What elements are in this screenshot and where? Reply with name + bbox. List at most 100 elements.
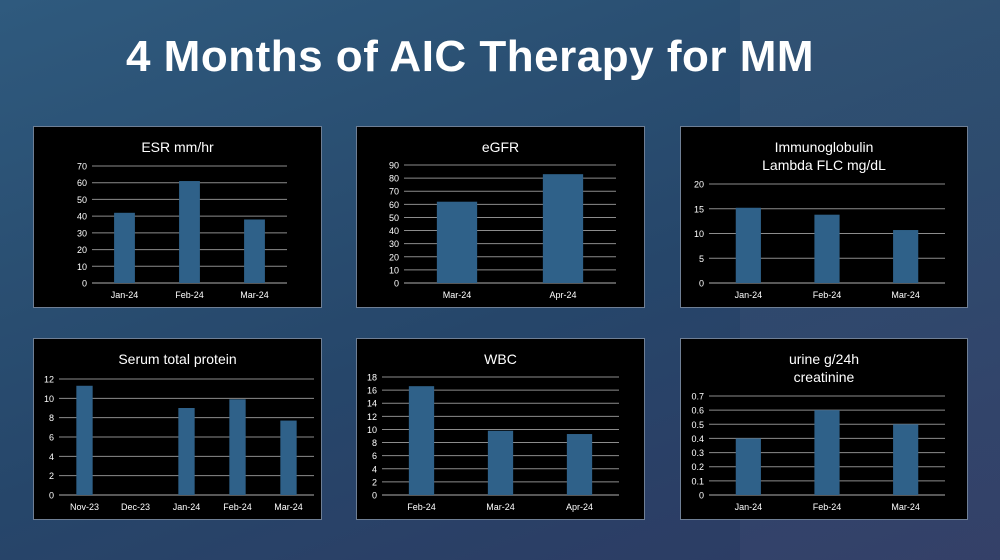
chart-urine: urine g/24h creatinine 0 0.1 0.2 0.3 0.4 0.5 0… <box>680 338 968 520</box>
y-tick-label: 60 <box>77 178 87 188</box>
x-tick-label: Feb-24 <box>813 290 842 300</box>
chart-egfr: eGFR 0 10 20 30 40 50 60 70 80 90 Mar-24 Apr-24 <box>356 126 645 308</box>
chart-title-text: ESR mm/hr <box>141 139 214 155</box>
page-title: 4 Months of AIC Therapy for MM <box>125 32 815 81</box>
chart-egfr-plot: 0 10 20 30 40 50 60 70 80 90 Mar-24 Apr-24 <box>389 161 616 300</box>
y-tick-label: 30 <box>77 228 87 238</box>
y-tick-label: 0 <box>82 279 87 289</box>
y-tick-label: 20 <box>77 245 87 255</box>
bar <box>893 230 919 283</box>
y-tick-label: 10 <box>389 265 399 275</box>
chart-wbc: WBC 0 2 4 6 8 10 12 14 16 18 Feb-24 Mar-24 Apr-24 <box>356 338 645 520</box>
chart-title-text: eGFR <box>481 139 520 155</box>
y-tick-label: 0 <box>372 491 377 501</box>
y-tick-label: 10 <box>367 425 377 435</box>
chart-title-text: Immunoglobulin <box>774 139 874 155</box>
chart-title: ESR mm/hr <box>34 138 321 156</box>
chart-serum-protein: Serum total protein 0 2 4 6 8 10 12 Nov-23 Dec-2… <box>33 338 322 520</box>
y-tick-label: 70 <box>389 187 399 197</box>
chart-esr-plot: 0 10 20 30 40 50 60 70 Jan-24 Feb-24 Mar-24 <box>77 162 287 300</box>
y-tick-label: 40 <box>389 226 399 236</box>
chart-title: WBC <box>357 350 644 368</box>
x-tick-label: Feb-24 <box>175 290 204 300</box>
x-tick-label: Feb-24 <box>813 502 842 512</box>
y-tick-label: 0.1 <box>691 476 704 486</box>
chart-title: urine g/24h creatinine <box>681 350 967 386</box>
chart-urine-plot: 0 0.1 0.2 0.3 0.4 0.5 0.6 0.7 Jan-24 Feb-24 Mar-24 <box>691 392 945 512</box>
y-tick-label: 10 <box>77 262 87 272</box>
bar <box>244 219 265 283</box>
bar <box>893 424 919 495</box>
chart-wbc-plot: 0 2 4 6 8 10 12 14 16 18 Feb-24 Mar-24 Apr-24 <box>367 373 619 512</box>
chart-subtitle-text: Lambda FLC mg/dL <box>762 157 886 173</box>
y-tick-label: 5 <box>699 254 704 264</box>
bar <box>229 399 246 495</box>
y-tick-label: 0.3 <box>691 448 704 458</box>
x-tick-label: Jan-24 <box>111 290 139 300</box>
x-tick-label: Mar-24 <box>240 290 269 300</box>
chart-immunoglobulin-plot: 0 5 10 15 20 Jan-24 Feb-24 Mar-24 <box>694 180 945 300</box>
y-tick-label: 80 <box>389 174 399 184</box>
y-tick-label: 16 <box>367 386 377 396</box>
x-tick-label: Mar-24 <box>274 502 303 512</box>
bar <box>76 385 93 495</box>
chart-serum-protein-plot: 0 2 4 6 8 10 12 Nov-23 Dec-23 Jan-24 Feb-24 Mar-24 <box>44 375 314 512</box>
y-tick-label: 90 <box>389 161 399 171</box>
bar <box>566 434 593 495</box>
chart-title-text: urine g/24h <box>788 351 860 367</box>
y-tick-label: 0.4 <box>691 434 704 444</box>
y-tick-label: 40 <box>77 212 87 222</box>
y-tick-label: 2 <box>49 471 54 481</box>
y-tick-label: 70 <box>77 162 87 172</box>
y-tick-label: 2 <box>372 477 377 487</box>
x-tick-label: Jan-24 <box>735 502 763 512</box>
y-tick-label: 0.5 <box>691 420 704 430</box>
y-tick-label: 0 <box>49 491 54 501</box>
chart-immunoglobulin: Immunoglobulin Lambda FLC mg/dL 0 5 10 15 20… <box>680 126 968 308</box>
x-tick-label: Mar-24 <box>443 290 472 300</box>
x-tick-label: Jan-24 <box>173 502 201 512</box>
y-tick-label: 20 <box>694 180 704 190</box>
y-tick-label: 20 <box>389 252 399 262</box>
bar <box>735 207 761 283</box>
bar <box>178 408 195 495</box>
y-tick-label: 0 <box>394 279 399 289</box>
bar <box>436 201 478 283</box>
y-tick-label: 0.7 <box>691 392 704 402</box>
chart-title: Serum total protein <box>34 350 321 368</box>
y-tick-label: 15 <box>694 204 704 214</box>
x-tick-label: Feb-24 <box>407 502 436 512</box>
y-tick-label: 12 <box>44 375 54 385</box>
x-tick-label: Jan-24 <box>735 290 763 300</box>
y-tick-label: 4 <box>372 464 377 474</box>
chart-esr: ESR mm/hr 0 10 20 30 40 50 60 70 Jan-24 Feb-24 Mar… <box>33 126 322 308</box>
x-tick-label: Apr-24 <box>549 290 576 300</box>
y-tick-label: 10 <box>694 229 704 239</box>
y-tick-label: 4 <box>49 452 54 462</box>
bar <box>114 212 135 283</box>
chart-title: eGFR <box>357 138 644 156</box>
y-tick-label: 0.2 <box>691 462 704 472</box>
x-tick-label: Nov-23 <box>70 502 99 512</box>
y-tick-label: 18 <box>367 373 377 383</box>
x-tick-label: Feb-24 <box>223 502 252 512</box>
bar <box>487 430 514 495</box>
y-tick-label: 8 <box>49 413 54 423</box>
y-tick-label: 6 <box>49 433 54 443</box>
bar <box>542 174 584 283</box>
y-tick-label: 12 <box>367 412 377 422</box>
chart-title-text: WBC <box>484 351 517 367</box>
y-tick-label: 60 <box>389 200 399 210</box>
y-tick-label: 8 <box>372 438 377 448</box>
y-tick-label: 10 <box>44 394 54 404</box>
bar <box>814 410 840 495</box>
y-tick-label: 0 <box>699 491 704 501</box>
chart-subtitle-text: creatinine <box>793 369 855 385</box>
chart-title-text: Serum total protein <box>118 351 237 367</box>
y-tick-label: 6 <box>372 451 377 461</box>
bar <box>280 420 297 495</box>
y-tick-label: 14 <box>367 399 377 409</box>
y-tick-label: 0.6 <box>691 406 704 416</box>
x-tick-label: Mar-24 <box>891 502 920 512</box>
y-tick-label: 50 <box>77 195 87 205</box>
